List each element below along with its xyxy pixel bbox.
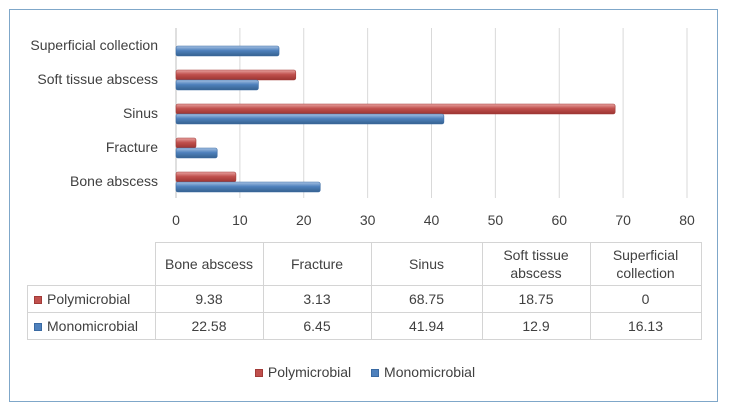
table-value-cell: 3.13 [262, 284, 372, 313]
category-label: Superficial collection [30, 37, 158, 53]
x-tick-labels: 0 10 20 30 40 50 60 70 80 [172, 212, 695, 228]
row-label-monomicrobial: Monomicrobial [27, 311, 156, 340]
table-header-text: collection [616, 264, 675, 281]
bar-monomicrobial [175, 79, 259, 91]
table-header-text: Superficial [612, 246, 679, 263]
bar-polymicrobial [175, 171, 237, 183]
series-name: Polymicrobial [47, 290, 131, 307]
table-value-cell: 68.75 [370, 284, 483, 313]
table-header-row: Bone abscess Fracture Sinus Soft tissue absc… [27, 242, 702, 286]
table-header-cell: Fracture [262, 242, 372, 286]
bar-monomicrobial [175, 45, 280, 57]
table-value-cell: 22.58 [154, 311, 264, 340]
category-labels: Bone abscess Fracture Sinus Soft tissue abs… [30, 37, 158, 189]
table-value-cell: 9.38 [154, 284, 264, 313]
table-header-cell: Superficial collection [589, 242, 702, 286]
row-label-polymicrobial: Polymicrobial [27, 284, 156, 313]
category-label: Fracture [106, 139, 158, 155]
x-tick-label: 50 [488, 212, 504, 228]
table-row-monomicrobial: Monomicrobial 22.58 6.45 41.94 12.9 16.13 [27, 311, 702, 340]
bar-polymicrobial [175, 69, 297, 81]
legend-item-polymicrobial: Polymicrobial [254, 364, 352, 380]
series-name: Monomicrobial [47, 317, 139, 334]
table-header-text: Soft tissue [503, 246, 569, 263]
table-value-cell: 12.9 [481, 311, 591, 340]
table-header-cell: Bone abscess [154, 242, 264, 286]
table-header-text: Bone abscess [165, 255, 253, 272]
bar-monomicrobial [175, 147, 218, 159]
legend-label: Polymicrobial [267, 364, 352, 380]
table-header-cell: Sinus [370, 242, 483, 286]
category-label: Sinus [123, 105, 158, 121]
table-value-cell: 6.45 [262, 311, 372, 340]
legend: Polymicrobial Monomicrobial [0, 364, 730, 380]
bars [175, 45, 616, 193]
legend-item-monomicrobial: Monomicrobial [371, 364, 475, 380]
table-value-cell: 0 [589, 284, 702, 313]
polymicrobial-swatch-icon [254, 369, 263, 377]
table-value-cell: 18.75 [481, 284, 591, 313]
category-label: Bone abscess [70, 173, 158, 189]
data-table: Bone abscess Fracture Sinus Soft tissue absc… [27, 242, 702, 340]
table-header-cell: Soft tissue abscess [481, 242, 591, 286]
table-corner [27, 242, 156, 286]
table-header-text: Sinus [408, 255, 445, 272]
bar-polymicrobial [175, 103, 616, 115]
table-value-cell: 16.13 [589, 311, 702, 340]
bar-chart: Bone abscess Fracture Sinus Soft tissue abs… [30, 28, 695, 228]
x-tick-label: 0 [172, 212, 180, 228]
table-header-text: Fracture [290, 255, 344, 272]
bar-polymicrobial [175, 137, 197, 149]
legend-label: Monomicrobial [384, 364, 476, 380]
x-tick-label: 40 [424, 212, 440, 228]
bar-monomicrobial [175, 113, 445, 125]
bar-monomicrobial [175, 181, 321, 193]
polymicrobial-swatch-icon [34, 295, 42, 304]
monomicrobial-swatch-icon [371, 369, 380, 377]
table-value-cell: 41.94 [370, 311, 483, 340]
x-tick-label: 30 [360, 212, 376, 228]
x-tick-label: 80 [679, 212, 695, 228]
table-row-polymicrobial: Polymicrobial 9.38 3.13 68.75 18.75 0 [27, 284, 702, 313]
x-tick-label: 20 [296, 212, 312, 228]
monomicrobial-swatch-icon [34, 322, 42, 331]
table-header-text: abscess [510, 264, 562, 281]
x-tick-label: 60 [551, 212, 567, 228]
category-label: Soft tissue abscess [37, 71, 158, 87]
x-tick-label: 10 [232, 212, 248, 228]
x-tick-label: 70 [615, 212, 631, 228]
